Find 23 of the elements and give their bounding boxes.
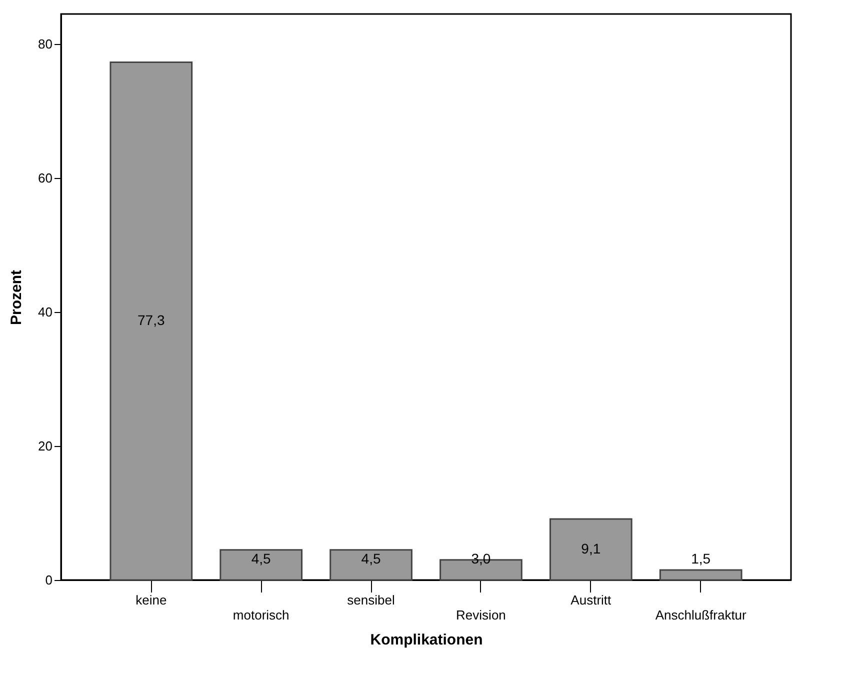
bar [220,549,303,581]
y-tick-label: 20 [38,438,52,454]
y-tick-label: 80 [38,36,52,52]
x-tick-label: Revision [456,608,506,622]
bar [549,518,632,581]
x-axis-title: Komplikationen [370,632,483,648]
bar [330,549,412,581]
x-tick-label: sensibel [347,592,395,608]
y-tick-label: 60 [38,170,52,186]
data-label: 9,1 [581,540,601,557]
x-tick-label: Austritt [570,592,612,608]
y-tick-label: 40 [38,304,52,320]
bar [659,569,742,581]
bar [110,61,193,581]
x-tick-label: motorisch [232,608,290,622]
x-tick-label: keine [136,592,167,608]
y-tick-label: 0 [45,572,52,588]
data-label: 77,3 [138,312,165,328]
x-tick-label: Anschlußfraktur [655,608,748,622]
data-label: 1,5 [691,550,711,567]
data-label: 4,5 [361,550,381,567]
y-axis-title: Prozent [8,270,26,326]
data-label: 4,5 [251,550,272,567]
